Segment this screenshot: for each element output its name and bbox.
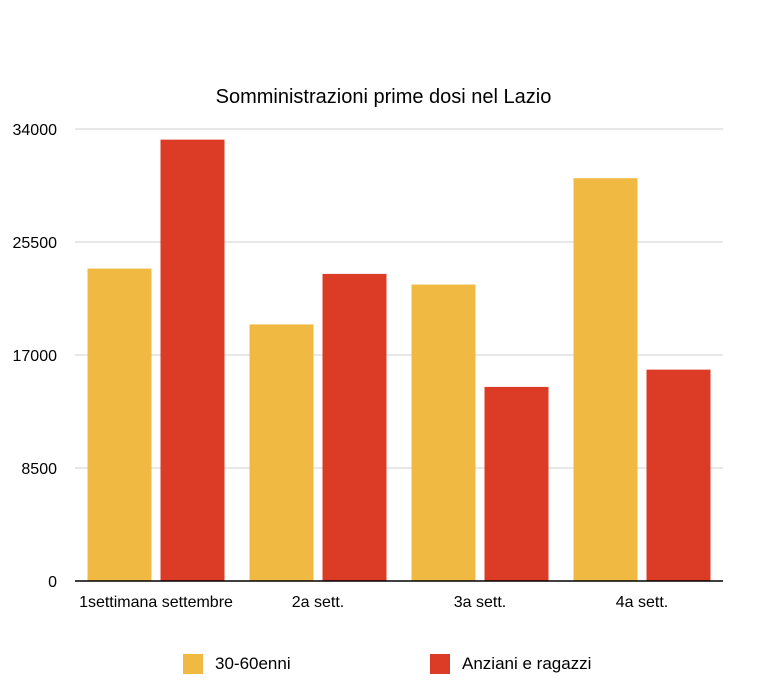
legend-label-2: Anziani e ragazzi <box>462 654 592 673</box>
legend-item-1: 30-60enni <box>183 654 291 674</box>
y-axis-ticks: 0 8500 17000 25500 34000 <box>13 122 58 591</box>
bar-1-3 <box>411 284 476 581</box>
bar-1-4 <box>573 178 638 581</box>
y-tick-label: 25500 <box>13 235 58 252</box>
bar-2-3 <box>484 386 549 581</box>
x-tick-label: 2a sett. <box>292 594 344 611</box>
chart-title: Somministrazioni prime dosi nel Lazio <box>215 86 552 108</box>
y-tick-label: 0 <box>48 574 57 591</box>
legend-swatch-1 <box>183 654 203 674</box>
bar-2-1 <box>160 139 225 581</box>
bars <box>87 139 711 581</box>
y-tick-label: 34000 <box>13 122 58 139</box>
bar-2-2 <box>322 273 387 581</box>
legend-item-2: Anziani e ragazzi <box>430 654 591 674</box>
x-tick-label: 3a sett. <box>454 594 506 611</box>
legend-label-1: 30-60enni <box>215 654 291 673</box>
legend-swatch-2 <box>430 654 450 674</box>
y-tick-label: 8500 <box>21 461 57 478</box>
bar-2-4 <box>646 369 711 581</box>
x-tick-label: 1settimana settembre <box>79 594 233 611</box>
x-tick-label: 4a sett. <box>616 594 668 611</box>
x-axis-ticks: 1settimana settembre 2a sett. 3a sett. 4a s… <box>79 594 668 611</box>
bar-1-1 <box>87 268 152 581</box>
bar-1-2 <box>249 324 314 581</box>
y-tick-label: 17000 <box>13 348 58 365</box>
